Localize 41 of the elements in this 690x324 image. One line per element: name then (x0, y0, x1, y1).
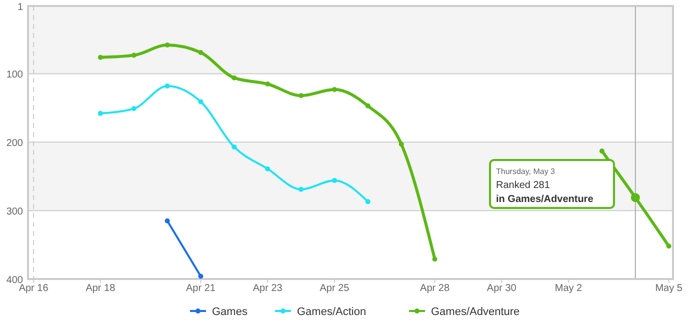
point (164, 42, 170, 48)
point (298, 186, 304, 192)
point (365, 199, 370, 204)
point (98, 54, 103, 60)
x-tick-label: Apr 18 (86, 283, 116, 294)
point (599, 148, 604, 154)
legend-label: Games/Action (297, 306, 366, 318)
point (232, 144, 237, 150)
legend-label: Games (212, 306, 248, 318)
annotation: Thursday, May 3 Ranked 281 in Games/Adventure (496, 167, 594, 205)
point (131, 52, 136, 58)
point (666, 244, 672, 249)
y-tick-label: 100 (6, 70, 24, 81)
point (298, 93, 304, 98)
point (164, 84, 170, 89)
point (432, 256, 438, 262)
point (198, 274, 204, 279)
point (164, 218, 170, 224)
point (131, 106, 136, 112)
point (332, 86, 337, 92)
x-tick-label: Apr 16 (18, 283, 49, 294)
point (332, 178, 337, 183)
point (198, 50, 204, 56)
x-tick-label: Apr 28 (420, 283, 450, 294)
y-tick-label: 300 (6, 206, 24, 218)
point (365, 103, 370, 108)
legend-label: Games/Adventure (431, 306, 520, 318)
x-tick-label: Apr 21 (186, 283, 216, 294)
y-tick-label: 1 (17, 2, 24, 13)
x-tick-label: Apr 30 (486, 283, 517, 294)
x-tick-label: Apr 25 (320, 283, 350, 294)
x-tick-label: May 5 (655, 283, 683, 294)
y-tick-label: 200 (6, 138, 24, 150)
point (265, 82, 270, 86)
point (232, 75, 237, 80)
point (265, 166, 270, 172)
point (198, 99, 204, 104)
point (98, 110, 103, 116)
x-tick-label: May 2 (554, 283, 583, 294)
point (398, 142, 404, 147)
x-tick-label: Apr 23 (252, 283, 283, 294)
